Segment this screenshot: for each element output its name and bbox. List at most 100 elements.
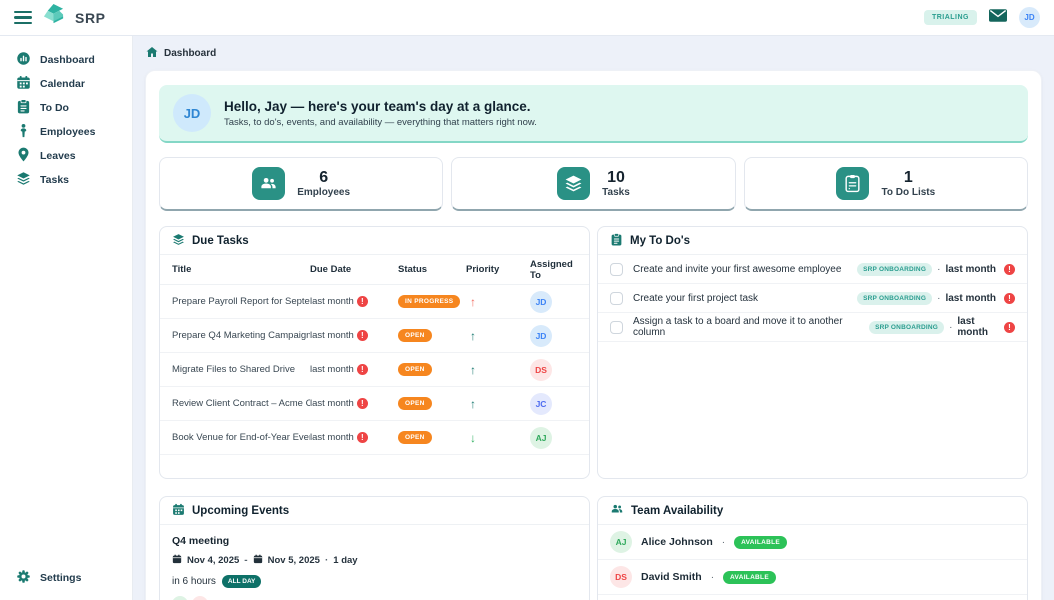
panel-title: Team Availability bbox=[631, 504, 724, 517]
table-row[interactable]: Prepare Payroll Report for Septem... las… bbox=[160, 285, 589, 319]
task-title: Prepare Payroll Report for Septem... bbox=[172, 296, 310, 307]
all-day-badge: ALL DAY bbox=[221, 575, 262, 588]
sidebar-item-label: Settings bbox=[40, 572, 82, 584]
availability-badge: AVAILABLE bbox=[734, 535, 788, 549]
todo-text: Create and invite your first awesome emp… bbox=[633, 263, 842, 275]
greeting-subtitle: Tasks, to do's, events, and availability… bbox=[224, 116, 537, 128]
upcoming-events-panel: Upcoming Events Q4 meeting Nov 4, 2025 - bbox=[159, 496, 590, 600]
todo-item: Assign a task to a board and move it to … bbox=[598, 313, 1027, 342]
due-tasks-panel: Due Tasks Title Due Date Status Priority… bbox=[159, 226, 590, 479]
todo-due-date: last month bbox=[945, 292, 996, 304]
dot-separator: · bbox=[949, 321, 953, 333]
team-availability-panel: Team Availability AJ Alice Johnson · AVA… bbox=[597, 496, 1028, 600]
table-row[interactable]: Migrate Files to Shared Drive last month… bbox=[160, 353, 589, 387]
panel-title: My To Do's bbox=[630, 234, 691, 247]
event-countdown: in 6 hours bbox=[172, 576, 216, 587]
task-title: Migrate Files to Shared Drive bbox=[172, 364, 296, 375]
priority-up-icon: ↑ bbox=[470, 362, 476, 377]
layers-icon bbox=[557, 167, 591, 200]
sidebar-item-label: Dashboard bbox=[40, 54, 95, 66]
table-row[interactable]: Review Client Contract – Acme C... last … bbox=[160, 387, 589, 421]
priority-up-icon: ↑ bbox=[470, 396, 476, 411]
sidebar-item-todo[interactable]: To Do bbox=[0, 96, 132, 120]
calendar-icon bbox=[172, 503, 185, 519]
stat-label: Tasks bbox=[602, 186, 630, 198]
due-date: last month bbox=[310, 364, 354, 375]
brand-name: SRP bbox=[75, 9, 106, 26]
sidebar-item-label: To Do bbox=[40, 102, 69, 114]
todo-text: Assign a task to a board and move it to … bbox=[633, 316, 843, 338]
overdue-warning-icon: ! bbox=[1004, 292, 1015, 304]
overdue-warning-icon: ! bbox=[356, 432, 368, 443]
column-header: Status bbox=[398, 264, 428, 275]
overdue-warning-icon: ! bbox=[1004, 321, 1015, 333]
assignee-avatar: DS bbox=[530, 358, 552, 381]
my-todos-panel: My To Do's Create and invite your first … bbox=[597, 226, 1028, 479]
todo-checkbox[interactable] bbox=[610, 320, 623, 334]
clipboard-icon bbox=[16, 99, 31, 117]
task-title: Review Client Contract – Acme C... bbox=[172, 398, 310, 409]
home-icon bbox=[146, 46, 158, 61]
member-row[interactable]: AJ Alice Johnson · AVAILABLE bbox=[598, 525, 1027, 560]
onboarding-badge: SRP ONBOARDING bbox=[869, 320, 945, 334]
breadcrumb-label: Dashboard bbox=[164, 48, 217, 59]
dot-separator: · bbox=[324, 555, 329, 566]
todo-due-date: last month bbox=[957, 316, 988, 338]
stat-value: 6 bbox=[319, 169, 329, 187]
column-header: Assigned To bbox=[530, 258, 573, 281]
overdue-warning-icon: ! bbox=[356, 330, 368, 341]
table-row[interactable]: Book Venue for End-of-Year Event last mo… bbox=[160, 421, 589, 455]
table-header: Title Due Date Status Priority Assigned … bbox=[160, 255, 589, 285]
member-name: David Smith bbox=[641, 571, 702, 583]
todo-checkbox[interactable] bbox=[610, 262, 623, 276]
sidebar-item-calendar[interactable]: Calendar bbox=[0, 72, 132, 96]
sidebar-item-tasks[interactable]: Tasks bbox=[0, 168, 132, 192]
stat-card-todo-lists[interactable]: 1 To Do Lists bbox=[743, 157, 1028, 211]
table-row[interactable]: Prepare Q4 Marketing Campaign ... last m… bbox=[160, 319, 589, 353]
status-badge: OPEN bbox=[398, 363, 432, 376]
status-badge: OPEN bbox=[398, 431, 432, 444]
todo-text: Create your first project task bbox=[633, 292, 759, 304]
priority-down-icon: ↓ bbox=[470, 430, 476, 445]
dot-separator: · bbox=[721, 536, 726, 548]
stats-row: 6 Employees 10 Tasks bbox=[159, 157, 1028, 211]
sidebar-item-employees[interactable]: Employees bbox=[0, 120, 132, 144]
stat-card-tasks[interactable]: 10 Tasks bbox=[451, 157, 736, 211]
event-item[interactable]: Q4 meeting Nov 4, 2025 - Nov 5, 2025 bbox=[160, 525, 589, 600]
user-avatar[interactable]: JD bbox=[1019, 7, 1040, 28]
member-row[interactable]: DS David Smith · AVAILABLE bbox=[598, 560, 1027, 595]
overdue-warning-icon: ! bbox=[356, 364, 368, 375]
mail-icon[interactable] bbox=[989, 8, 1007, 27]
event-duration: 1 day bbox=[333, 555, 358, 566]
task-title: Book Venue for End-of-Year Event bbox=[172, 432, 310, 443]
priority-up-icon: ↑ bbox=[470, 328, 476, 343]
dashboard-content: JD Hello, Jay — here's your team's day a… bbox=[145, 70, 1042, 600]
event-name: Q4 meeting bbox=[172, 535, 230, 547]
gear-icon bbox=[16, 569, 31, 587]
breadcrumb[interactable]: Dashboard bbox=[133, 36, 1054, 70]
panel-title: Upcoming Events bbox=[192, 504, 290, 517]
hamburger-menu-icon[interactable] bbox=[14, 10, 32, 25]
sidebar-item-leaves[interactable]: Leaves bbox=[0, 144, 132, 168]
todo-checkbox[interactable] bbox=[610, 291, 623, 305]
dot-separator: · bbox=[710, 571, 715, 583]
member-avatar: DS bbox=[610, 566, 632, 588]
sidebar-item-dashboard[interactable]: Dashboard bbox=[0, 48, 132, 72]
trialing-badge[interactable]: TRIALING bbox=[923, 10, 977, 25]
stat-value: 1 bbox=[903, 169, 913, 187]
stat-card-employees[interactable]: 6 Employees bbox=[159, 157, 444, 211]
availability-badge: AVAILABLE bbox=[723, 570, 776, 584]
priority-up-icon: ↑ bbox=[470, 294, 476, 309]
status-badge: IN PROGRESS bbox=[398, 295, 461, 308]
member-name: Alice Johnson bbox=[641, 536, 713, 548]
layers-icon bbox=[172, 233, 185, 249]
column-header: Title bbox=[172, 264, 192, 275]
sidebar-item-label: Calendar bbox=[40, 78, 85, 90]
dot-separator: · bbox=[937, 292, 941, 304]
due-date: last month bbox=[310, 398, 354, 409]
event-end-date: Nov 5, 2025 bbox=[267, 555, 320, 566]
sidebar-item-settings[interactable]: Settings bbox=[0, 566, 132, 590]
greeting-title: Hello, Jay — here's your team's day at a… bbox=[224, 98, 531, 114]
todo-item: Create and invite your first awesome emp… bbox=[598, 255, 1027, 284]
status-badge: OPEN bbox=[398, 397, 432, 410]
